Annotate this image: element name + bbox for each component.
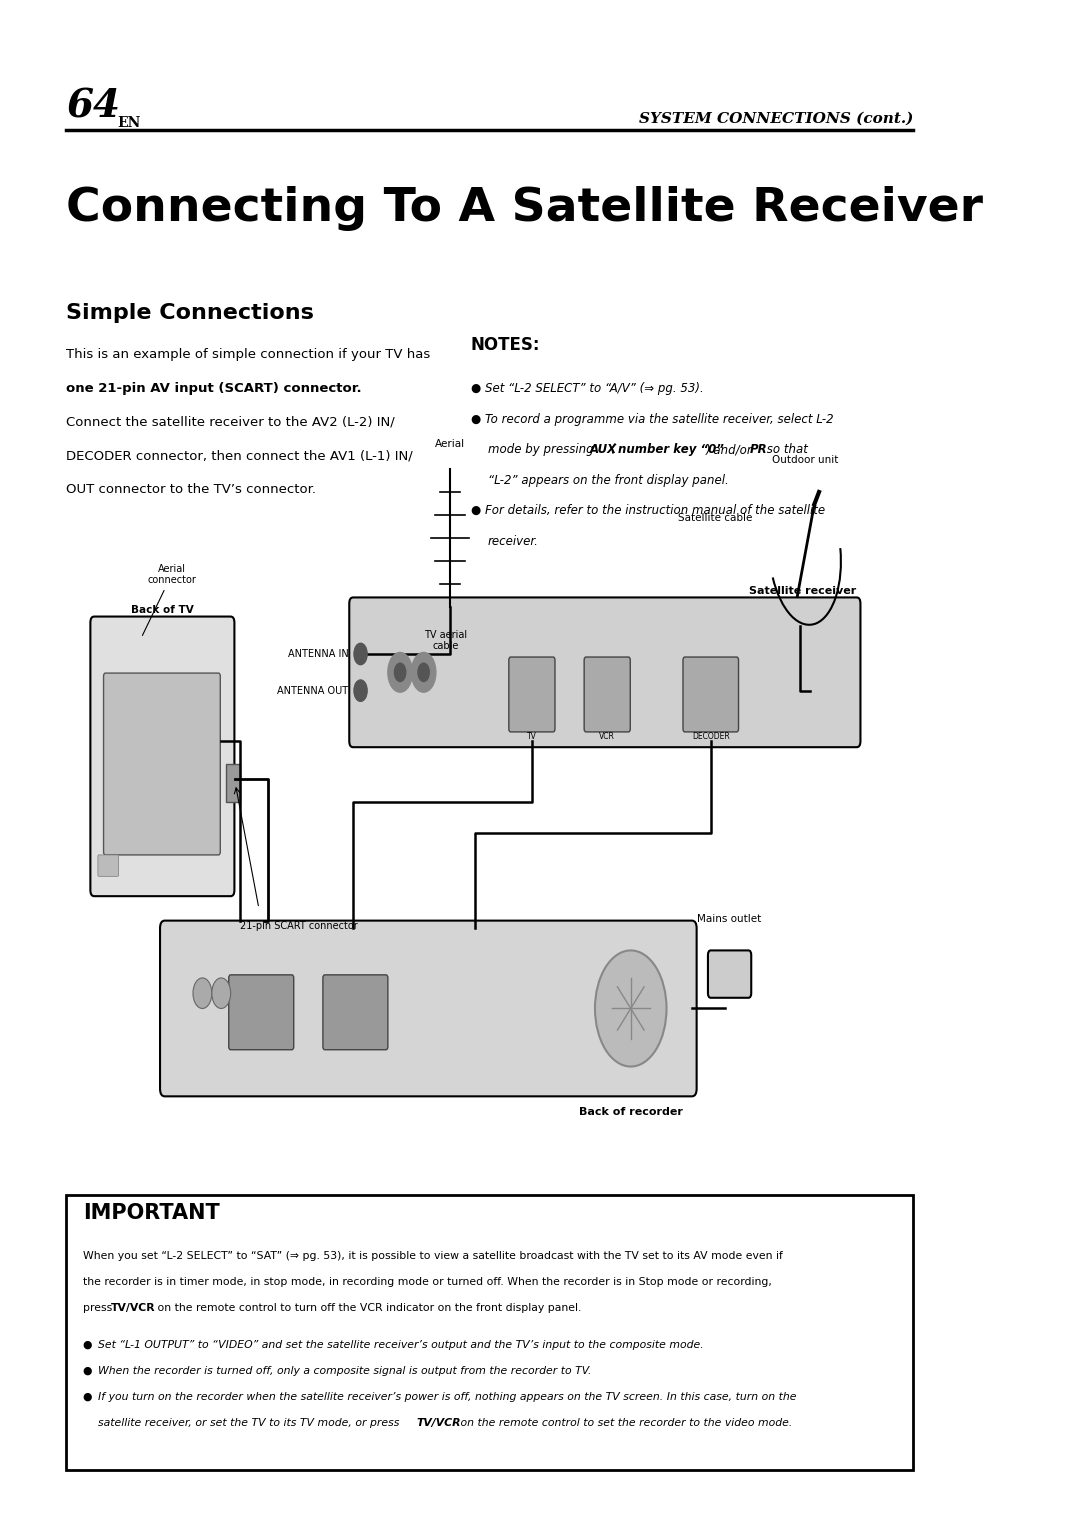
Circle shape [411,652,436,692]
FancyBboxPatch shape [91,617,234,895]
Text: IMPORTANT: IMPORTANT [83,1203,219,1222]
Circle shape [193,978,212,1008]
FancyBboxPatch shape [229,975,294,1050]
Text: TV/VCR: TV/VCR [111,1303,156,1314]
Text: on the remote control to turn off the VCR indicator on the front display panel.: on the remote control to turn off the VC… [154,1303,582,1314]
Text: ● To record a programme via the satellite receiver, select L-2: ● To record a programme via the satellit… [471,413,834,426]
Circle shape [595,950,666,1067]
Text: number key “0”: number key “0” [618,443,724,457]
FancyBboxPatch shape [509,657,555,732]
Circle shape [394,663,406,681]
Text: 64: 64 [66,87,120,125]
Text: When you set “L-2 SELECT” to “SAT” (⇒ pg. 53), it is possible to view a satellit: When you set “L-2 SELECT” to “SAT” (⇒ pg… [83,1251,783,1262]
FancyBboxPatch shape [584,657,631,732]
Circle shape [418,663,429,681]
Text: press: press [83,1303,116,1314]
FancyBboxPatch shape [226,764,240,802]
Text: on the remote control to set the recorder to the video mode.: on the remote control to set the recorde… [457,1418,792,1427]
Text: Aerial
connector: Aerial connector [143,564,197,636]
Text: so that: so that [762,443,808,457]
Text: DECODER connector, then connect the AV1 (L-1) IN/: DECODER connector, then connect the AV1 … [66,449,413,463]
Text: TV/VCR: TV/VCR [416,1418,460,1427]
Text: Satellite receiver: Satellite receiver [750,585,856,596]
Text: (: ( [607,443,616,457]
FancyBboxPatch shape [66,1195,914,1470]
Text: ●: ● [83,1340,93,1349]
FancyBboxPatch shape [708,950,752,998]
Text: Back of recorder: Back of recorder [579,1106,683,1117]
Text: ANTENNA IN: ANTENNA IN [287,649,349,659]
FancyBboxPatch shape [104,674,220,856]
Text: OUT connector to the TV’s connector.: OUT connector to the TV’s connector. [66,483,315,497]
Text: ANTENNA OUT: ANTENNA OUT [278,686,349,695]
Circle shape [212,978,231,1008]
Text: ● Set “L-2 SELECT” to “A/V” (⇒ pg. 53).: ● Set “L-2 SELECT” to “A/V” (⇒ pg. 53). [471,382,703,396]
Text: This is an example of simple connection if your TV has: This is an example of simple connection … [66,348,430,362]
Text: SYSTEM CONNECTIONS (cont.): SYSTEM CONNECTIONS (cont.) [638,112,914,125]
Circle shape [354,643,367,665]
FancyBboxPatch shape [683,657,739,732]
Text: Back of TV: Back of TV [131,605,193,616]
Text: 21-pin SCART connector: 21-pin SCART connector [240,920,357,931]
Text: PR: PR [750,443,767,457]
Text: ● For details, refer to the instruction manual of the satellite: ● For details, refer to the instruction … [471,504,825,518]
Text: Simple Connections: Simple Connections [66,303,314,322]
Text: Satellite cable: Satellite cable [678,512,753,523]
FancyBboxPatch shape [98,856,119,877]
Text: DECODER: DECODER [692,732,730,741]
FancyBboxPatch shape [349,597,861,747]
Text: ) and/or: ) and/or [706,443,757,457]
Text: EN: EN [118,116,141,130]
Text: receiver.: receiver. [488,535,539,549]
Text: ●: ● [83,1366,93,1375]
Text: one 21-pin AV input (SCART) connector.: one 21-pin AV input (SCART) connector. [66,382,362,396]
Text: When the recorder is turned off, only a composite signal is output from the reco: When the recorder is turned off, only a … [98,1366,592,1375]
Text: TV aerial
cable: TV aerial cable [423,630,467,651]
Text: “L-2” appears on the front display panel.: “L-2” appears on the front display panel… [488,474,728,487]
Circle shape [354,680,367,701]
Text: VCR: VCR [599,732,616,741]
Text: Connect the satellite receiver to the AV2 (L-2) IN/: Connect the satellite receiver to the AV… [66,416,394,429]
FancyBboxPatch shape [160,920,697,1097]
Text: AUX: AUX [590,443,617,457]
Circle shape [388,652,413,692]
Text: Outdoor unit: Outdoor unit [772,454,838,465]
Text: satellite receiver, or set the TV to its TV mode, or press: satellite receiver, or set the TV to its… [98,1418,403,1427]
Text: Aerial: Aerial [435,439,465,449]
Text: the recorder is in timer mode, in stop mode, in recording mode or turned off. Wh: the recorder is in timer mode, in stop m… [83,1277,772,1288]
Text: Mains outlet: Mains outlet [698,914,761,924]
Text: Connecting To A Satellite Receiver: Connecting To A Satellite Receiver [66,186,983,231]
Text: Set “L-1 OUTPUT” to “VIDEO” and set the satellite receiver’s output and the TV’s: Set “L-1 OUTPUT” to “VIDEO” and set the … [98,1340,704,1349]
Text: mode by pressing: mode by pressing [488,443,597,457]
FancyBboxPatch shape [323,975,388,1050]
Text: TV: TV [527,732,537,741]
Text: If you turn on the recorder when the satellite receiver’s power is off, nothing : If you turn on the recorder when the sat… [98,1392,796,1401]
Text: ●: ● [83,1392,93,1401]
Text: NOTES:: NOTES: [471,336,540,354]
